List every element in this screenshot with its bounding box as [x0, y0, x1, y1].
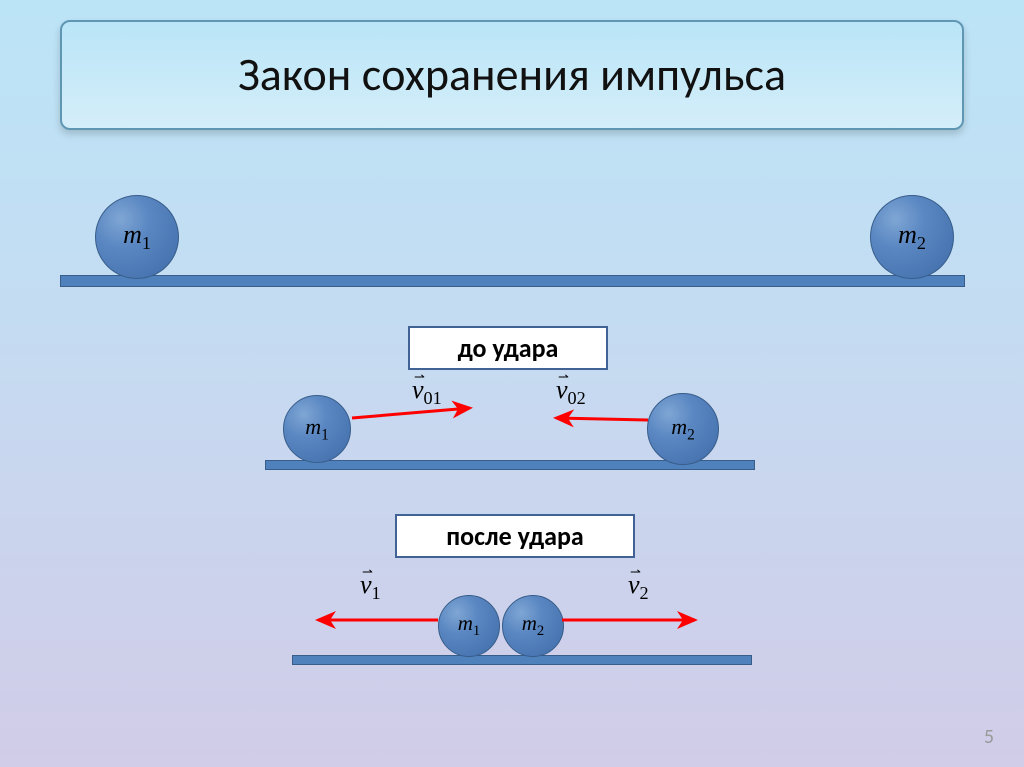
vector-label-v2: ⇀v2 — [628, 570, 649, 604]
ball-m2-scene3: m2 — [502, 595, 564, 657]
vector-label-v01: ⇀v01 — [412, 375, 442, 409]
ball-label: m1 — [123, 220, 151, 254]
caption-text: до удара — [458, 332, 559, 364]
page-title: Закон сохранения импульса — [238, 47, 786, 103]
title-box: Закон сохранения импульса — [60, 20, 964, 130]
vector-label-v02: ⇀v02 — [556, 375, 586, 409]
ball-label: m2 — [671, 414, 695, 444]
caption-before: до удара — [408, 326, 608, 370]
vector-label-v1: ⇀v1 — [360, 570, 381, 604]
ball-m2-scene2: m2 — [647, 393, 719, 465]
ball-m1-scene3: m1 — [438, 595, 500, 657]
ball-label: m1 — [458, 611, 481, 640]
ball-m1-scene2: m1 — [283, 395, 351, 463]
ground-3 — [292, 655, 752, 665]
ball-label: m2 — [522, 611, 545, 640]
ball-m2-scene1: m2 — [870, 195, 954, 279]
ball-m1-scene1: m1 — [95, 195, 179, 279]
page-number: 5 — [984, 725, 994, 749]
caption-after: после удара — [395, 514, 635, 558]
ball-label: m1 — [305, 414, 329, 444]
velocity-arrow — [556, 418, 648, 420]
ball-label: m2 — [898, 220, 926, 254]
velocity-arrow — [352, 408, 470, 418]
ground-1 — [60, 275, 965, 287]
caption-text: после удара — [446, 520, 583, 552]
